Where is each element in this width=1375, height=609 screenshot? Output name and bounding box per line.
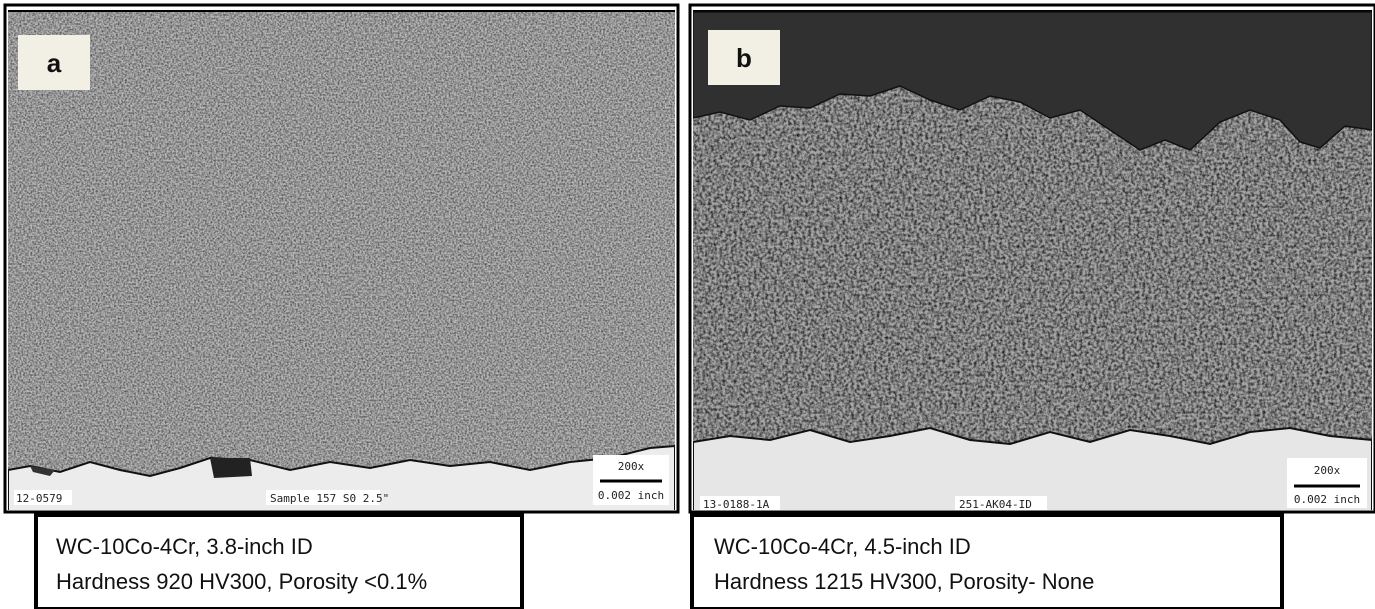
panel-label: a: [47, 48, 62, 78]
micrograph-a: [5, 5, 678, 512]
caption-line: Hardness 920 HV300, Porosity <0.1%: [56, 569, 427, 594]
scale-length: 0.002 inch: [598, 489, 664, 502]
caption-box: [692, 515, 1282, 609]
magnification: 200x: [1314, 464, 1341, 477]
micrograph-b: [690, 5, 1375, 512]
magnification: 200x: [618, 460, 645, 473]
sample-id: 12-0579: [16, 492, 62, 505]
page: a 12-0579 Sample 157 S0 2.5" 200x 0.002 …: [0, 0, 1375, 609]
sample-id: 13-0188-1A: [703, 498, 770, 511]
sample-note: Sample 157 S0 2.5": [270, 492, 389, 505]
panel-label: b: [736, 43, 752, 73]
caption-line: WC-10Co-4Cr, 3.8-inch ID: [56, 534, 313, 559]
caption-line: Hardness 1215 HV300, Porosity- None: [714, 569, 1094, 594]
caption-line: WC-10Co-4Cr, 4.5-inch ID: [714, 534, 971, 559]
sample-note: 251-AK04-ID: [959, 498, 1032, 511]
figure: a 12-0579 Sample 157 S0 2.5" 200x 0.002 …: [0, 0, 1375, 609]
caption-box: [36, 515, 522, 609]
scale-length: 0.002 inch: [1294, 493, 1360, 506]
